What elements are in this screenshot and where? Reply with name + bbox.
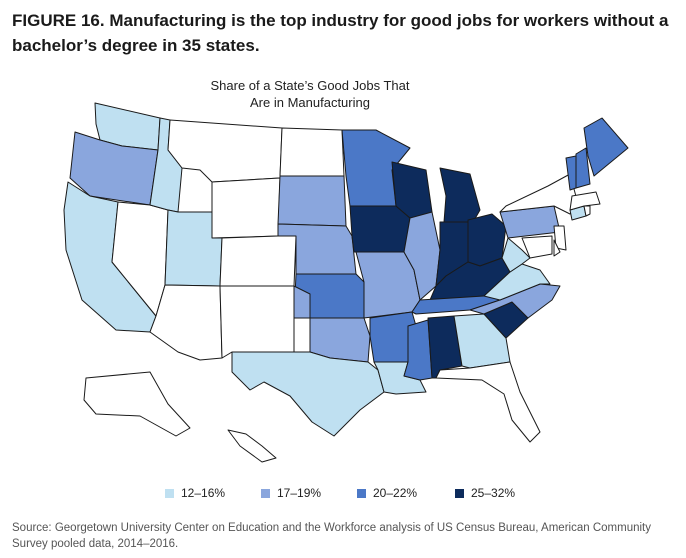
figure-heading: Manufacturing is the top industry for go… — [12, 11, 669, 55]
map-title-line-2: Are in Manufacturing — [250, 95, 370, 110]
state-nc — [469, 283, 561, 319]
state-wy — [211, 177, 281, 239]
figure-title: FIGURE 16. Manufacturing is the top indu… — [12, 8, 672, 58]
figure-label: FIGURE 16. — [12, 11, 105, 30]
legend-swatch — [455, 488, 464, 498]
legend-swatch — [357, 488, 366, 498]
state-co — [219, 235, 297, 287]
legend-swatch — [165, 488, 174, 498]
state-fl — [435, 361, 541, 443]
state-ak — [83, 371, 191, 437]
state-ms — [403, 319, 433, 381]
legend-item-25-32: 25–32% — [455, 485, 515, 501]
state-tx — [231, 351, 385, 437]
state-il — [403, 211, 441, 301]
state-nh — [575, 147, 591, 189]
map-title-line-1: Share of a State’s Good Jobs That — [210, 78, 410, 93]
state-nm — [219, 285, 295, 359]
legend-label: 20–22% — [373, 486, 418, 500]
state-mt — [167, 119, 283, 183]
state-ia — [349, 205, 411, 253]
legend-item-17-19: 17–19% — [261, 485, 321, 501]
state-md — [521, 235, 553, 259]
us-state-map — [63, 102, 629, 463]
state-ny — [499, 173, 579, 215]
state-mi — [439, 167, 481, 225]
legend-label: 17–19% — [277, 486, 322, 500]
state-nj — [553, 225, 567, 251]
legend-swatch — [261, 488, 270, 498]
map-title: Share of a State’s Good Jobs That Are in… — [210, 77, 410, 111]
state-hi — [227, 429, 277, 463]
legend: 12–16% 17–19% 20–22% 25–32% — [165, 485, 585, 501]
source-note: Source: Georgetown University Center on … — [12, 522, 651, 550]
legend-label: 25–32% — [471, 486, 516, 500]
state-nd — [279, 127, 345, 177]
legend-item-12-16: 12–16% — [165, 485, 225, 501]
state-sd — [277, 175, 347, 227]
legend-item-20-22: 20–22% — [357, 485, 417, 501]
legend-label: 12–16% — [181, 486, 226, 500]
state-me — [583, 117, 629, 177]
state-de — [553, 239, 561, 257]
state-ma — [569, 191, 601, 211]
